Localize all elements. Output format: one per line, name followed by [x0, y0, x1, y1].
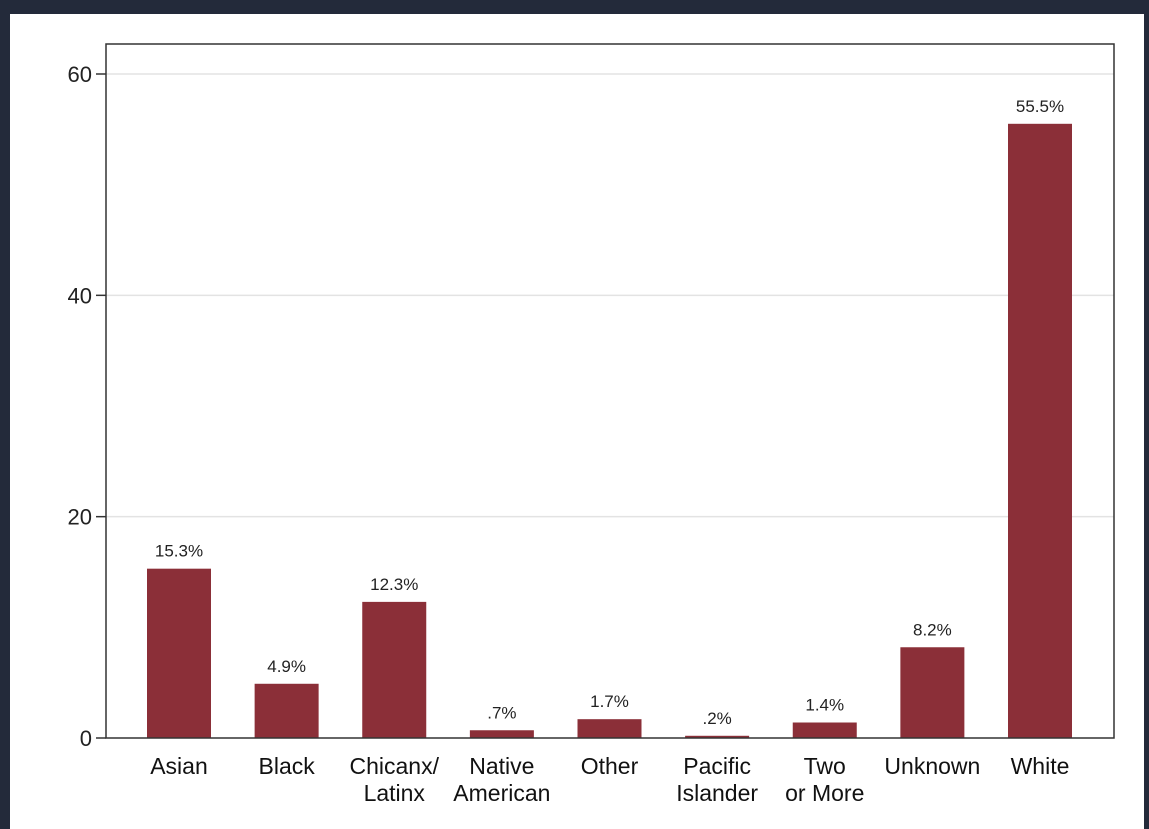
bar: [900, 647, 965, 738]
y-axis: 0 20 40 60: [68, 62, 106, 751]
gridlines: [106, 73, 1114, 518]
data-label: 15.3%: [155, 542, 203, 561]
x-tick-label: Pacific: [683, 753, 751, 779]
x-tick-label: White: [1011, 753, 1070, 779]
bars: [147, 123, 1072, 739]
bar-chart: 15.3% 4.9% 12.3% .7% 1.7% .2% 1.4% 8.2% 55.5% 0 2…: [68, 43, 1115, 806]
data-label: 12.3%: [370, 575, 418, 594]
x-tick-label: Asian: [150, 753, 208, 779]
data-label: 1.4%: [805, 696, 844, 715]
data-label: 4.9%: [267, 657, 306, 676]
x-tick-label: Unknown: [884, 753, 980, 779]
data-labels: 15.3% 4.9% 12.3% .7% 1.7% .2% 1.4% 8.2% 55.5%: [155, 97, 1064, 728]
plot-border: [105, 43, 1115, 739]
bar: [1008, 123, 1072, 739]
x-tick-label: American: [453, 780, 550, 806]
bar: [792, 722, 857, 738]
data-label: 8.2%: [913, 620, 952, 639]
x-tick-label: Latinx: [364, 780, 426, 806]
chart-frame: 15.3% 4.9% 12.3% .7% 1.7% .2% 1.4% 8.2% 55.5% 0 2…: [10, 14, 1144, 829]
y-tick-label: 40: [68, 283, 92, 308]
y-tick-label: 60: [68, 62, 92, 87]
x-tick-label: Chicanx/: [350, 753, 440, 779]
bar: [254, 683, 319, 738]
bar: [577, 719, 642, 738]
y-tick-label: 0: [80, 726, 92, 751]
bar: [469, 730, 534, 738]
x-tick-label: Other: [581, 753, 639, 779]
x-tick-label: Islander: [676, 780, 758, 806]
x-tick-label: or More: [785, 780, 864, 806]
x-tick-label: Two: [804, 753, 846, 779]
x-tick-label: Native: [469, 753, 534, 779]
y-tick-label: 20: [68, 505, 92, 530]
data-label: 1.7%: [590, 692, 629, 711]
data-label: .2%: [702, 709, 731, 728]
data-label: 55.5%: [1016, 97, 1064, 116]
x-tick-label: Black: [259, 753, 316, 779]
data-label: .7%: [487, 703, 516, 722]
bar: [685, 735, 750, 738]
bar: [362, 601, 427, 738]
bar: [147, 568, 211, 738]
